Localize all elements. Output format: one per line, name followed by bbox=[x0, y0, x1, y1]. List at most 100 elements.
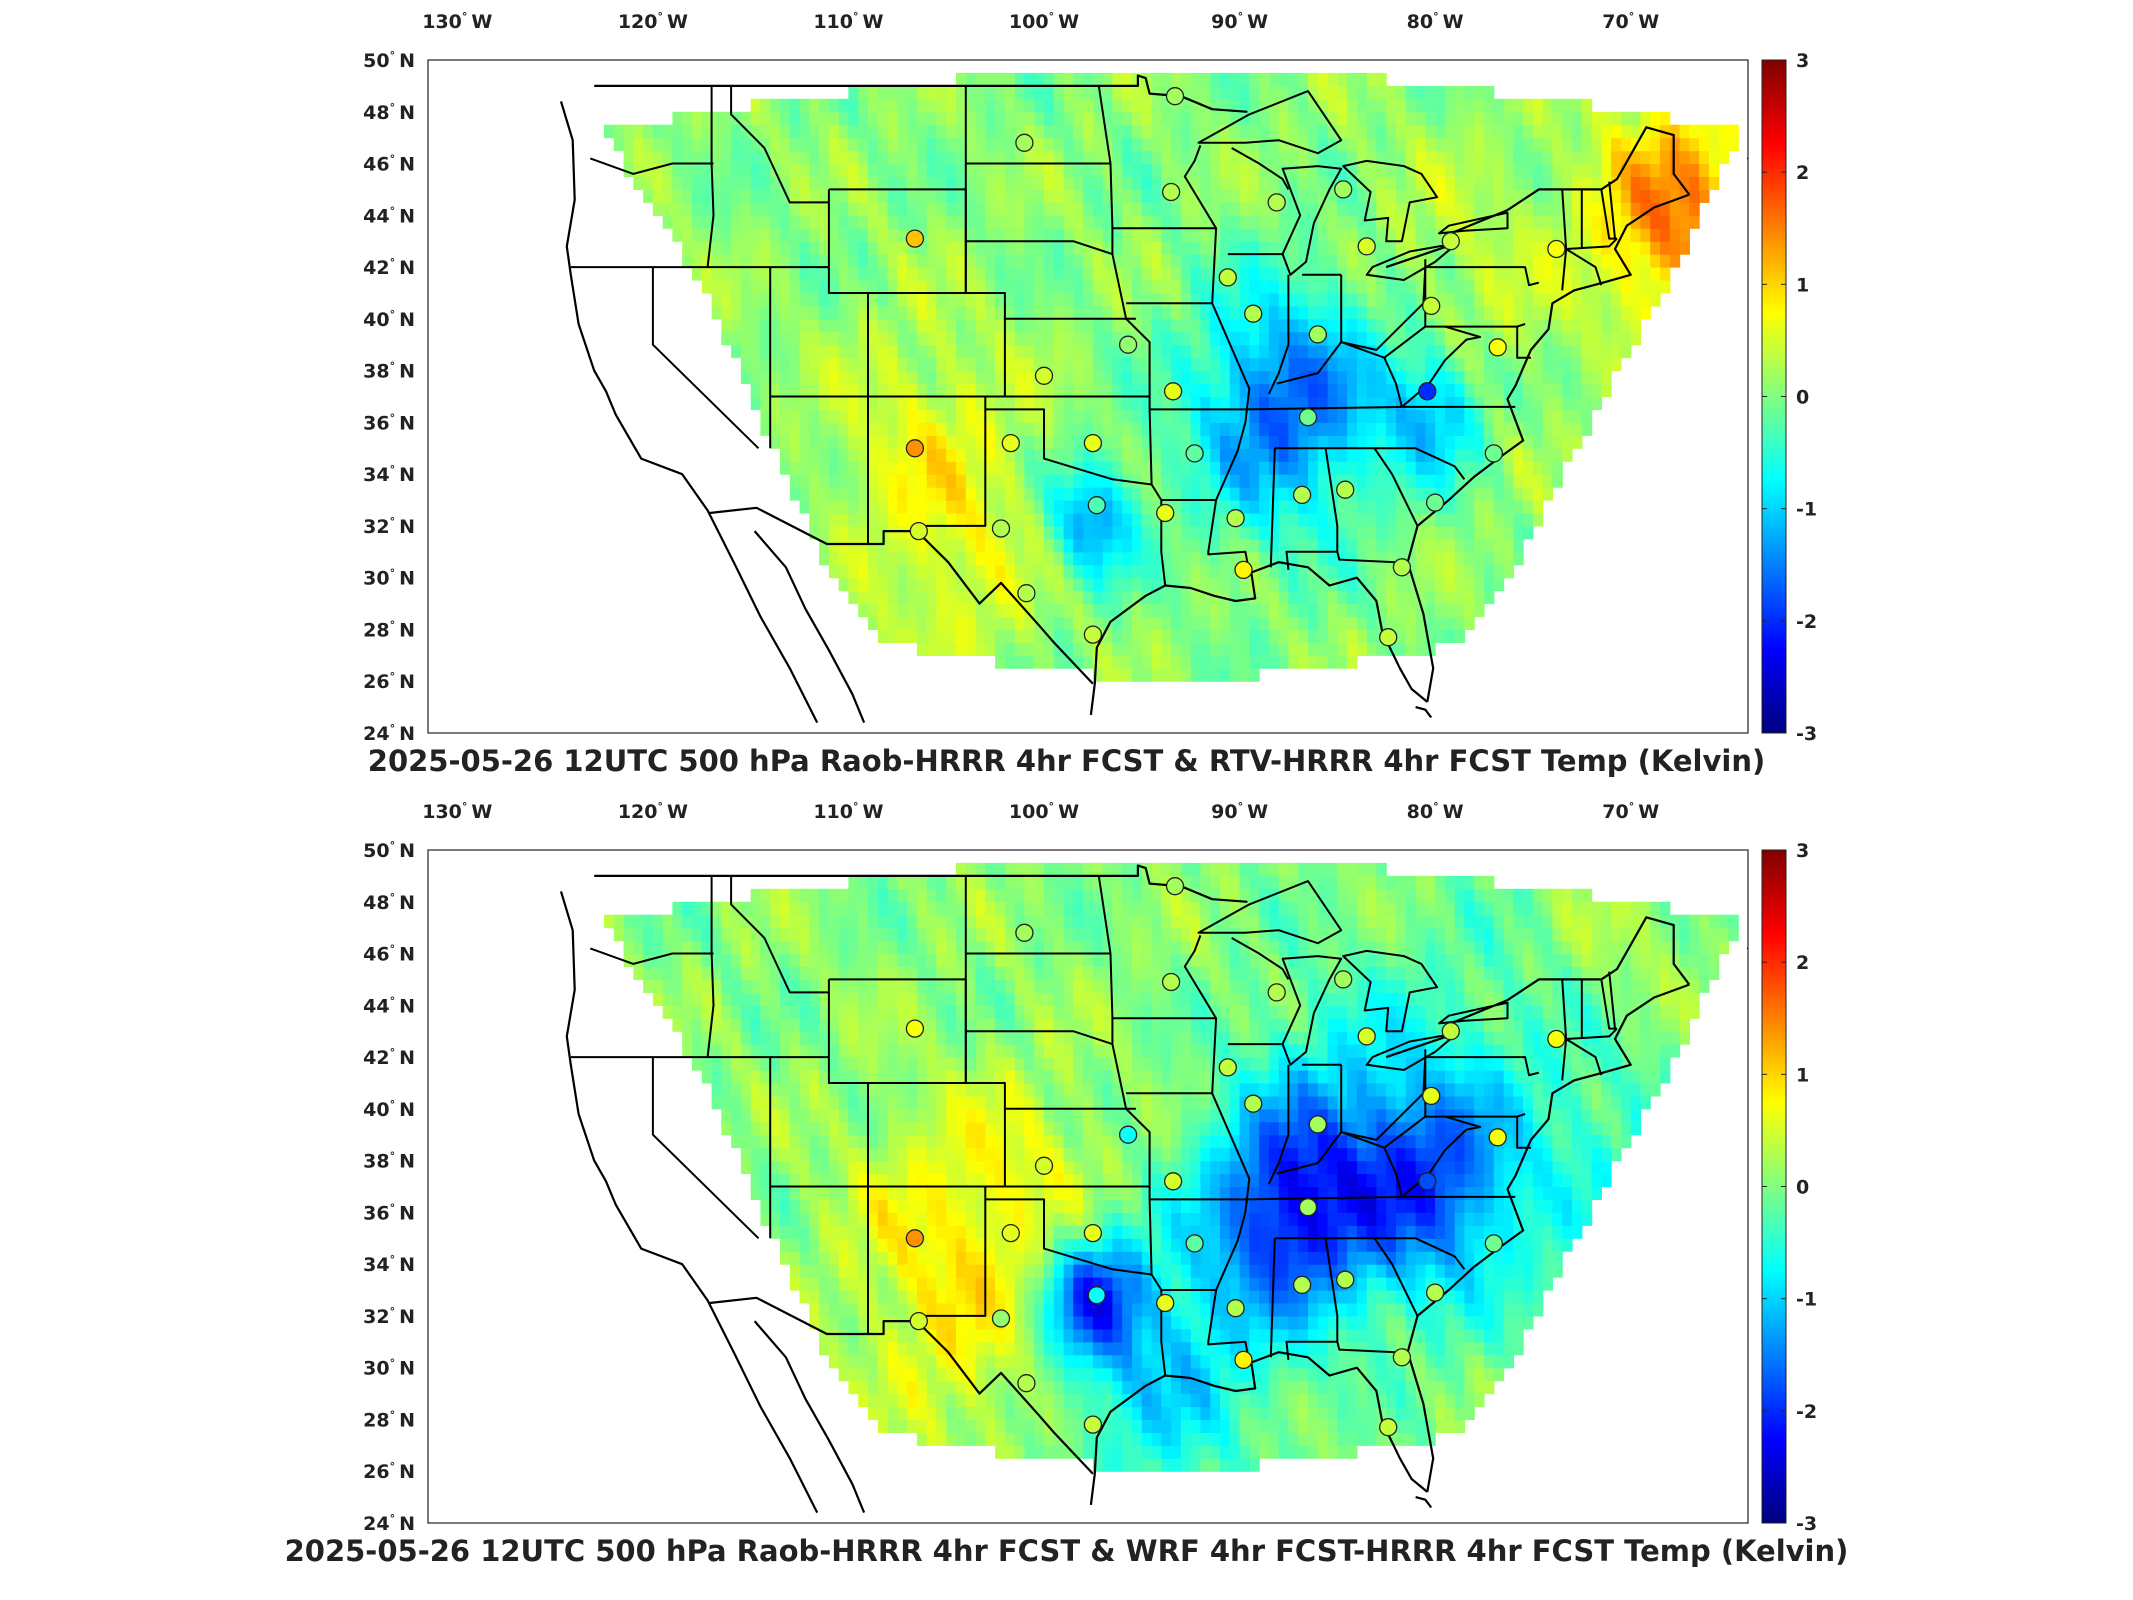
raob-station-marker bbox=[1357, 237, 1376, 256]
state-border bbox=[1245, 1195, 1516, 1201]
state-border bbox=[1267, 1064, 1290, 1185]
coastline bbox=[559, 891, 819, 1514]
longitude-tick-label: 90° W bbox=[1211, 10, 1268, 33]
colorbar-tick-label: 1 bbox=[1796, 274, 1809, 296]
raob-station-marker bbox=[1547, 1029, 1566, 1049]
longitude-tick-label: 90° W bbox=[1211, 800, 1268, 823]
raob-station-marker bbox=[1308, 325, 1327, 344]
state-border bbox=[1425, 1056, 1540, 1077]
raob-station-marker bbox=[1218, 1058, 1237, 1077]
state-border bbox=[1608, 971, 1616, 1029]
longitude-tick-label: 120° W bbox=[618, 10, 688, 33]
state-border bbox=[730, 875, 829, 994]
map-axes-frame bbox=[427, 849, 1749, 1524]
latitude-tick-label: 30° N bbox=[363, 567, 415, 590]
raob-station-marker bbox=[1118, 335, 1138, 354]
latitude-tick-label: 44° N bbox=[363, 994, 415, 1017]
raob-stations bbox=[905, 877, 1566, 1437]
raob-station-marker bbox=[1379, 628, 1398, 647]
coastline bbox=[753, 530, 866, 724]
state-border bbox=[1373, 447, 1419, 527]
longitude-tick-label: 130° W bbox=[422, 800, 492, 823]
raob-station-marker bbox=[1185, 1234, 1204, 1253]
map-panel-bottom: 130° W 120° W 110° W 100° W 90° W 80° W 70° W 50° N 48° N… bbox=[0, 790, 2133, 1590]
state-border bbox=[1425, 266, 1540, 287]
latitude-tick-label: 30° N bbox=[363, 1357, 415, 1380]
latitude-tick-label: 26° N bbox=[363, 670, 415, 693]
raob-station-marker bbox=[1234, 560, 1253, 580]
state-border bbox=[1565, 248, 1603, 286]
longitude-tick-label: 100° W bbox=[1009, 800, 1079, 823]
raob-station-marker bbox=[1298, 408, 1318, 427]
raob-station-marker bbox=[1336, 480, 1355, 499]
raob-station-marker bbox=[905, 229, 925, 248]
raob-station-marker bbox=[1163, 1172, 1183, 1191]
state-border bbox=[1183, 935, 1251, 1363]
raob-station-marker bbox=[1488, 1128, 1507, 1147]
coastline bbox=[559, 101, 819, 724]
state-border bbox=[965, 240, 1113, 256]
colorbar-tick-label: 0 bbox=[1796, 1177, 1809, 1199]
raob-station-marker bbox=[991, 519, 1011, 538]
state-border bbox=[914, 1186, 987, 1317]
latitude-tick-label: 48° N bbox=[363, 891, 415, 914]
map-title-bottom: 2025-05-26 12UTC 500 hPa Raob-HRRR 4hr F… bbox=[284, 1534, 1849, 1568]
colorbar-tick-label: 2 bbox=[1796, 162, 1809, 184]
raob-station-marker bbox=[905, 1019, 925, 1038]
great-lake-outline bbox=[1342, 159, 1439, 243]
map-svg-top: 130° W 120° W 110° W 100° W 90° W 80° W 70° W 50° N 48° N… bbox=[363, 10, 1817, 745]
latitude-tick-label: 32° N bbox=[363, 515, 415, 538]
raob-station-marker bbox=[1422, 296, 1441, 316]
national-border bbox=[709, 1296, 1094, 1475]
raob-station-marker bbox=[1267, 193, 1286, 212]
raob-station-marker bbox=[1034, 366, 1054, 385]
raob-station-marker bbox=[905, 439, 925, 458]
raob-station-marker bbox=[1015, 133, 1034, 152]
state-border bbox=[1383, 325, 1482, 408]
raob-station-marker bbox=[1422, 1086, 1441, 1106]
longitude-tick-label: 80° W bbox=[1407, 800, 1464, 823]
raob-station-marker bbox=[1298, 1198, 1318, 1217]
coastline bbox=[1415, 706, 1433, 719]
raob-station-marker bbox=[1425, 1283, 1445, 1302]
state-border bbox=[1231, 937, 1290, 980]
map-content: 130° W 120° W 110° W 100° W 90° W 80° W 70° W 50° N 48° N… bbox=[363, 10, 1817, 745]
raob-station-marker bbox=[1244, 1094, 1263, 1113]
state-border bbox=[1608, 181, 1616, 239]
state-border bbox=[965, 1030, 1113, 1046]
great-lake-outline bbox=[1197, 90, 1343, 155]
great-lake-outline bbox=[1342, 949, 1439, 1033]
state-border bbox=[1516, 1113, 1526, 1118]
latitude-tick-label: 50° N bbox=[363, 49, 415, 72]
coastline bbox=[1089, 1351, 1428, 1506]
raob-station-marker bbox=[1357, 1027, 1376, 1046]
raob-station-marker bbox=[1334, 180, 1353, 199]
state-border bbox=[1231, 147, 1290, 190]
raob-station-marker bbox=[1392, 558, 1412, 577]
longitude-tick-label: 100° W bbox=[1009, 10, 1079, 33]
raob-station-marker bbox=[1001, 433, 1020, 453]
state-border bbox=[1516, 323, 1526, 328]
state-border bbox=[706, 85, 715, 268]
coastline bbox=[753, 1320, 866, 1514]
colorbar-tick-label: 2 bbox=[1796, 952, 1809, 974]
latitude-tick-label: 26° N bbox=[363, 1460, 415, 1483]
state-border bbox=[1373, 1237, 1419, 1317]
raob-stations bbox=[905, 87, 1566, 647]
state-border bbox=[706, 875, 715, 1058]
latitude-tick-label: 42° N bbox=[363, 1046, 415, 1069]
coastline bbox=[1415, 1496, 1433, 1509]
latitude-tick-label: 34° N bbox=[363, 1253, 415, 1276]
state-border bbox=[1276, 1131, 1403, 1198]
raob-station-marker bbox=[1226, 1299, 1245, 1318]
raob-station-marker bbox=[909, 1311, 928, 1331]
national-border bbox=[709, 506, 1094, 685]
raob-station-marker bbox=[1334, 970, 1353, 989]
raob-station-marker bbox=[1118, 1125, 1138, 1144]
state-border bbox=[1565, 1038, 1603, 1076]
latitude-tick-label: 34° N bbox=[363, 463, 415, 486]
raob-station-marker bbox=[1292, 485, 1312, 505]
map-boundaries bbox=[559, 74, 1748, 724]
state-border bbox=[1566, 1027, 1618, 1040]
raob-station-marker bbox=[1087, 1286, 1106, 1305]
